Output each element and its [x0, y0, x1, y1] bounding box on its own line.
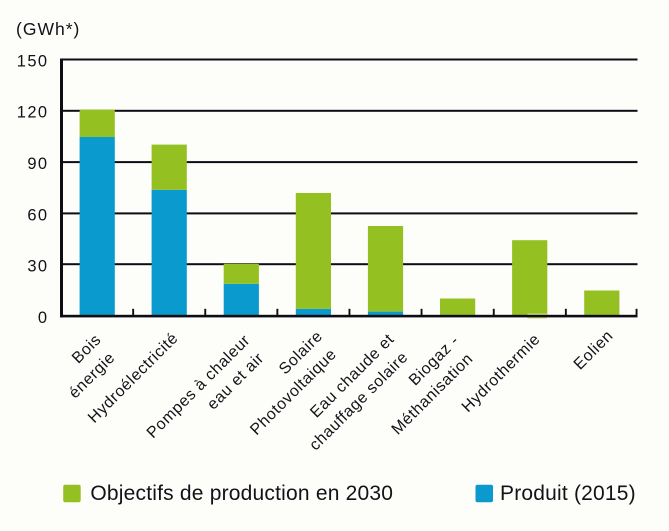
- svg-text:0: 0: [38, 309, 49, 327]
- svg-text:Objectifs de production en 203: Objectifs de production en 2030: [90, 482, 393, 505]
- svg-text:120: 120: [17, 104, 49, 122]
- svg-text:(GWh*): (GWh*): [16, 19, 80, 39]
- svg-text:Produit (2015): Produit (2015): [500, 482, 636, 505]
- svg-text:60: 60: [27, 206, 48, 224]
- svg-text:150: 150: [17, 52, 49, 70]
- svg-text:30: 30: [27, 258, 48, 276]
- svg-text:90: 90: [27, 155, 48, 173]
